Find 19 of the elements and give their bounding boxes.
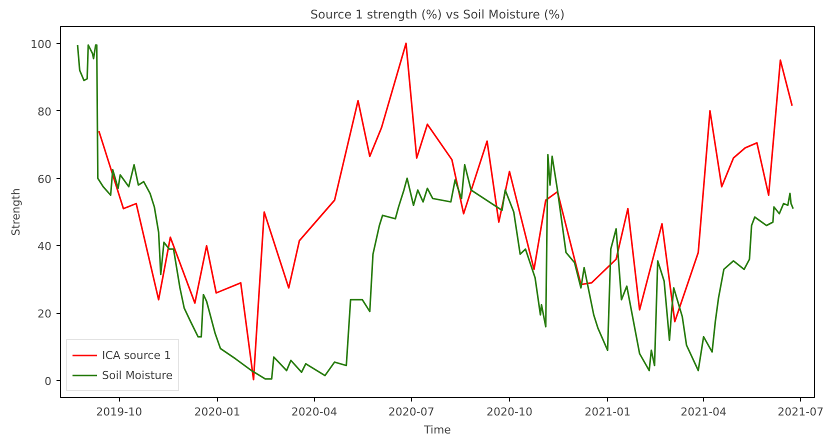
- y-tick-label: 80: [38, 105, 52, 118]
- x-tick-label: 2019-10: [96, 406, 142, 418]
- chart-title: Source 1 strength (%) vs Soil Moisture (%): [310, 8, 565, 22]
- x-tick-label: 2020-07: [388, 406, 434, 418]
- legend-label: ICA source 1: [102, 348, 171, 362]
- y-axis-title: Strength: [10, 188, 23, 236]
- y-tick-label: 60: [38, 172, 52, 186]
- x-axis-title: Time: [423, 424, 452, 436]
- y-tick-label: 0: [44, 375, 52, 388]
- x-tick-label: 2021-01: [584, 406, 631, 418]
- x-tick-label: 2020-01: [194, 406, 240, 418]
- y-tick-label: 40: [38, 240, 52, 254]
- y-tick-label: 100: [30, 38, 52, 51]
- legend-label: Soil Moisture: [102, 368, 173, 382]
- x-tick-label: 2021-04: [680, 406, 727, 418]
- y-tick-label: 20: [38, 308, 52, 321]
- x-tick-label: 2020-04: [291, 406, 338, 418]
- x-tick-label: 2020-10: [486, 406, 532, 418]
- x-tick-label: 2021-07: [778, 406, 824, 418]
